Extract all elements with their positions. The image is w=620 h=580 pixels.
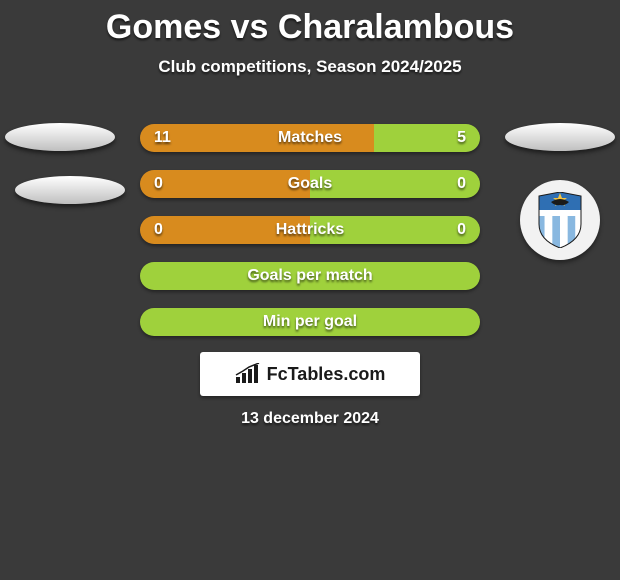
player-right-badge: [505, 123, 615, 151]
barchart-icon: [235, 363, 261, 385]
page-subtitle: Club competitions, Season 2024/2025: [0, 57, 620, 77]
stat-value-right: 5: [443, 129, 480, 147]
stat-single-row: Min per goal: [140, 308, 480, 336]
stat-bar-right: 0: [310, 170, 480, 198]
stat-bar-left: 0: [140, 170, 310, 198]
player-right-club-crest: [520, 180, 600, 260]
stat-bar-right: 0: [310, 216, 480, 244]
stat-bar-right: 5: [374, 124, 480, 152]
stat-value-right: 0: [443, 221, 480, 239]
stat-value-left: 0: [140, 221, 177, 239]
stat-row: 00Hattricks: [140, 216, 480, 244]
stat-row: 115Matches: [140, 124, 480, 152]
stat-bar-left: 0: [140, 216, 310, 244]
shield-icon: [537, 192, 583, 248]
player-left-club-badge: [15, 176, 125, 204]
page-title: Gomes vs Charalambous: [0, 0, 620, 47]
stat-value-left: 11: [140, 129, 185, 147]
branding-badge: FcTables.com: [200, 352, 420, 396]
stat-single-row: Goals per match: [140, 262, 480, 290]
date-label: 13 december 2024: [0, 410, 620, 428]
stat-bar-left: 11: [140, 124, 374, 152]
player-left-badge: [5, 123, 115, 151]
stat-value-left: 0: [140, 175, 177, 193]
stats-panel: 115Matches00Goals00HattricksGoals per ma…: [140, 124, 480, 354]
branding-text: FcTables.com: [267, 364, 386, 385]
stat-value-right: 0: [443, 175, 480, 193]
stat-row: 00Goals: [140, 170, 480, 198]
